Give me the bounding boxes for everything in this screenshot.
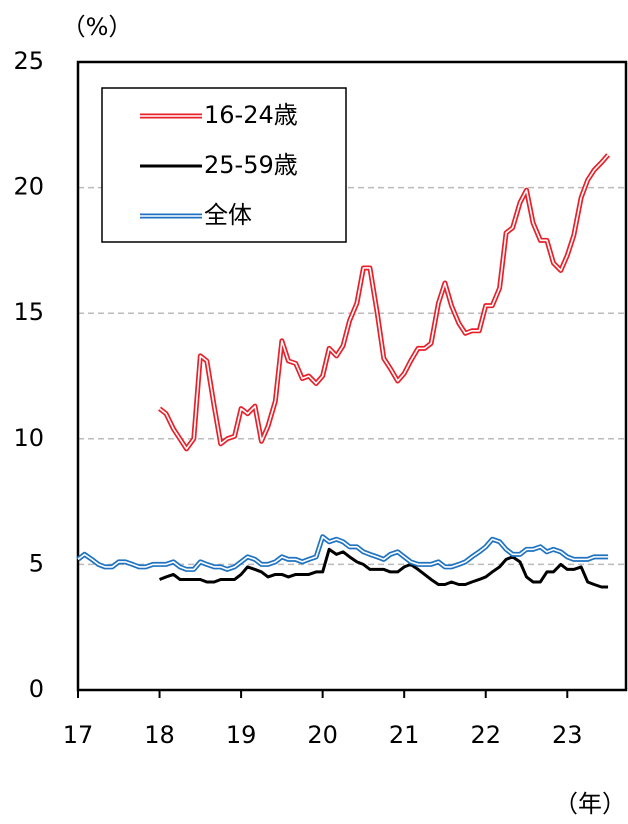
x-tick-label: 20 xyxy=(307,721,338,749)
y-tick-label: 5 xyxy=(29,549,44,577)
legend-label: 全体 xyxy=(204,201,252,229)
x-tick-label: 19 xyxy=(226,721,257,749)
series-line-inner xyxy=(159,154,609,450)
x-tick-label: 23 xyxy=(552,721,583,749)
series-line-inner xyxy=(77,535,609,571)
y-tick-label: 0 xyxy=(29,675,44,703)
y-tick-label: 10 xyxy=(13,424,44,452)
y-tick-label: 25 xyxy=(13,47,44,75)
y-tick-label: 15 xyxy=(13,298,44,326)
x-axis-label: （年） xyxy=(554,790,626,818)
plot-frame xyxy=(76,60,628,692)
y-tick-label: 20 xyxy=(13,173,44,201)
legend-label: 25-59歳 xyxy=(204,151,298,179)
x-tick-label: 21 xyxy=(389,721,420,749)
legend-label: 16-24歳 xyxy=(204,101,298,129)
series-line xyxy=(159,547,609,589)
y-axis-label: （%） xyxy=(62,13,133,41)
x-tick-label: 22 xyxy=(470,721,501,749)
x-tick-label: 17 xyxy=(63,721,94,749)
x-tick-label: 18 xyxy=(144,721,175,749)
